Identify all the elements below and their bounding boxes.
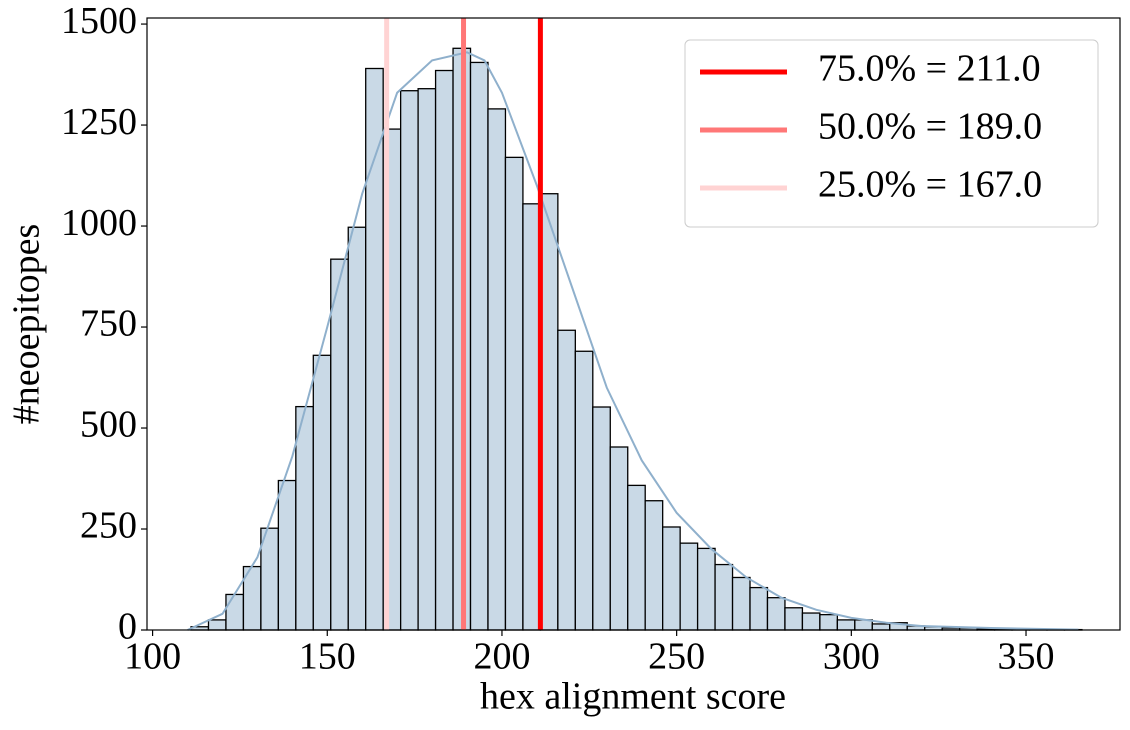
histogram-bar (487, 108, 507, 631)
histogram-bar (539, 193, 559, 631)
histogram-bar (574, 350, 594, 631)
histogram-bar (260, 527, 280, 631)
y-axis-label: #neoepitopes (6, 224, 48, 425)
x-tick-label: 350 (998, 636, 1055, 678)
y-tick-label: 1000 (61, 202, 137, 244)
histogram-bar (225, 593, 245, 631)
x-tick-label: 100 (124, 636, 181, 678)
histogram-bar (592, 406, 611, 631)
kde-line (187, 51, 1079, 631)
x-tick-label: 300 (823, 636, 880, 678)
x-tick-label: 200 (473, 636, 530, 678)
histogram-bar (365, 67, 384, 631)
histogram-bar (609, 446, 629, 631)
histogram-bar (836, 619, 856, 631)
x-tick-label: 250 (648, 636, 705, 678)
plot-frame (146, 17, 1121, 631)
histogram-bar (557, 329, 576, 631)
legend-label: 25.0% = 167.0 (818, 164, 1042, 206)
y-tick-label: 500 (80, 404, 137, 446)
histogram-bar (277, 479, 297, 631)
histogram-bar (295, 405, 314, 631)
y-tick-label: 250 (80, 505, 137, 547)
histogram-bar (662, 526, 681, 631)
x-tick-label: 150 (299, 636, 356, 678)
histogram-bar (766, 597, 786, 631)
histogram-bar (801, 612, 821, 631)
y-tick-label: 0 (118, 606, 137, 648)
y-tick-label: 1250 (61, 101, 137, 143)
legend: 75.0% = 211.0 50.0% = 189.0 25.0% = 167.0 (684, 39, 1099, 228)
y-tick-label: 1500 (61, 0, 137, 42)
histogram-bar (819, 613, 839, 631)
legend-label: 50.0% = 189.0 (818, 106, 1042, 148)
histogram-bar (679, 542, 699, 631)
histogram-bar (347, 226, 367, 631)
histogram-bar (871, 623, 891, 631)
histogram-bar (399, 90, 419, 631)
histogram-bar (469, 61, 489, 631)
histogram-bar (627, 484, 646, 631)
histogram-bar (330, 258, 349, 631)
histogram-bar (714, 563, 734, 631)
histogram-bar (417, 88, 437, 631)
legend-label: 75.0% = 211.0 (818, 48, 1041, 90)
histogram-bar (644, 500, 664, 631)
histogram-bar (784, 607, 804, 631)
histogram-bar (522, 203, 542, 631)
histogram-bar (696, 547, 716, 631)
histogram-bar (749, 586, 769, 631)
histogram-bar (434, 69, 454, 631)
x-axis-label: hex alignment score (480, 676, 786, 718)
histogram-bar (312, 354, 332, 631)
y-tick-label: 750 (80, 303, 137, 345)
histogram-bar (731, 576, 751, 631)
histogram-bar (504, 156, 524, 631)
legend-box (684, 39, 1099, 228)
histogram-bar (207, 619, 227, 631)
